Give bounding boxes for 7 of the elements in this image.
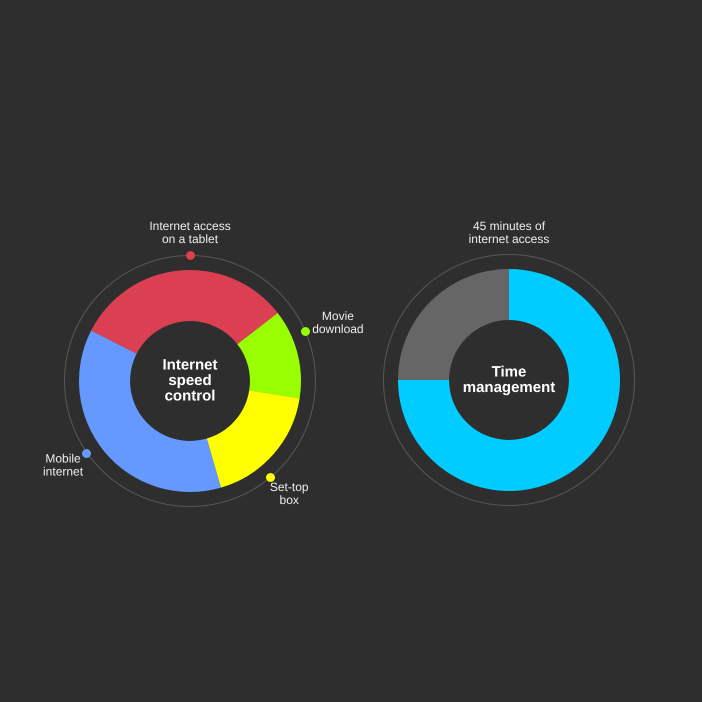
text: Time management bbox=[462, 363, 556, 396]
slice-label: Internet access on a tablet bbox=[149, 218, 231, 246]
text: 45 minutes of internet access bbox=[468, 218, 550, 246]
slice-label: Movie download bbox=[312, 308, 364, 336]
legend-label: Mobile internet bbox=[43, 452, 84, 479]
text: Internet speed control bbox=[162, 356, 218, 405]
slice-label: Set-top box bbox=[270, 480, 309, 508]
